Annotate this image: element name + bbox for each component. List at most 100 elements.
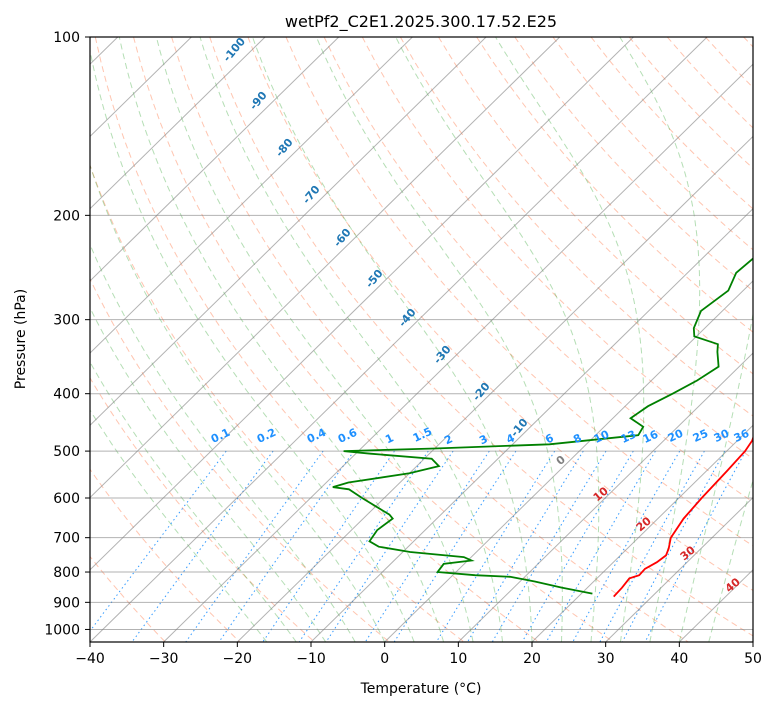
isotherm xyxy=(457,352,753,642)
isotherm xyxy=(605,496,753,642)
moist-adiabat xyxy=(90,306,327,642)
chart-title: wetPf2_C2E1.2025.300.17.52.E25 xyxy=(285,12,557,32)
mixing-ratio-label: 10 xyxy=(592,428,612,446)
dry-adiabat xyxy=(90,376,316,642)
mixing-ratio-line xyxy=(572,450,681,642)
mixing-ratio-label: 0.2 xyxy=(255,426,278,446)
moist-adiabat xyxy=(708,478,753,642)
dry-adiabat-label: -80 xyxy=(273,136,296,160)
x-tick-label: −40 xyxy=(75,651,105,667)
dry-adiabat xyxy=(399,37,753,417)
dry-adiabat xyxy=(323,37,753,503)
mixing-ratio-label: 13 xyxy=(619,428,638,446)
moist-adiabat xyxy=(495,37,645,642)
isotherm xyxy=(163,63,753,642)
mixing-ratio-line xyxy=(545,450,656,642)
moist-adiabat xyxy=(678,37,753,642)
moist-adiabat xyxy=(90,361,297,642)
mixing-ratio-line xyxy=(521,450,634,642)
x-tick-label: 0 xyxy=(380,651,389,667)
y-tick-label: 600 xyxy=(53,491,80,507)
mixing-ratio-label: 0.6 xyxy=(336,426,359,446)
y-tick-label: 500 xyxy=(53,444,80,460)
mixing-ratio-line xyxy=(644,450,747,642)
moist-adiabat-label: 30 xyxy=(678,543,698,563)
dry-adiabat xyxy=(361,37,753,460)
isotherm xyxy=(90,37,708,642)
moist-adiabat xyxy=(619,37,701,642)
dry-adiabat xyxy=(705,37,753,89)
mixing-ratio-line xyxy=(218,450,355,642)
y-tick-label: 400 xyxy=(53,387,80,403)
y-tick-label: 100 xyxy=(53,30,80,46)
mixing-ratio-line xyxy=(325,450,454,642)
isotherm xyxy=(90,37,413,354)
moist-adiabat xyxy=(395,37,600,642)
x-tick-label: 40 xyxy=(670,651,688,667)
dry-adiabat-label: -90 xyxy=(247,89,270,113)
isotherm xyxy=(90,37,561,499)
moist-adiabat xyxy=(118,37,445,642)
mixing-ratio-label: 30 xyxy=(712,427,732,445)
mixing-ratio-line xyxy=(298,450,429,642)
dry-adiabat-label: -70 xyxy=(300,183,323,207)
moist-adiabat-label: 10 xyxy=(591,484,611,504)
y-tick-label: 300 xyxy=(53,313,80,329)
mixing-ratio-label: 25 xyxy=(691,427,710,445)
x-tick-label: −10 xyxy=(296,651,326,667)
dry-adiabat xyxy=(514,37,753,292)
y-axis: 100 200 300 400 500 600 700 800 900 1000 xyxy=(44,30,90,638)
dry-adiabat xyxy=(90,468,241,642)
line-labels: -100-90-80-70-60-50-40-30-20-100.1 0.2 0.4… xyxy=(209,35,752,595)
moist-adiabat xyxy=(252,37,533,642)
mixing-ratio-label: 0.1 xyxy=(209,426,232,446)
dry-adiabat xyxy=(171,37,689,642)
isotherm xyxy=(90,37,487,427)
mixing-ratio-label: 20 xyxy=(666,427,686,445)
isotherm xyxy=(752,641,753,642)
x-tick-label: 30 xyxy=(597,651,615,667)
isotherm xyxy=(90,37,266,210)
mixing-ratio-line xyxy=(599,450,705,642)
moist-adiabat-label: 40 xyxy=(723,575,743,595)
temperature-profile xyxy=(613,435,753,598)
isotherm xyxy=(531,424,753,642)
mixing-ratio-label: 8 xyxy=(571,431,583,446)
plot-frame xyxy=(89,36,754,643)
dry-adiabat xyxy=(94,37,540,642)
x-tick-label: −30 xyxy=(149,651,179,667)
y-tick-label: 800 xyxy=(53,565,80,581)
mixing-ratio-label: 16 xyxy=(641,428,661,446)
y-tick-label: 1000 xyxy=(44,622,80,638)
moist-adiabat xyxy=(315,37,563,642)
mixing-ratio-line xyxy=(90,450,227,632)
x-tick-label: −20 xyxy=(223,651,253,667)
plot-area xyxy=(90,37,753,642)
moist-adiabat xyxy=(90,409,268,642)
x-axis: −40 −30 −20 −10 0 10 20 30 40 50 xyxy=(75,642,762,667)
y-tick-label: 700 xyxy=(53,531,80,547)
x-tick-label: 10 xyxy=(449,651,467,667)
mixing-ratio-label: 2 xyxy=(442,432,454,447)
dry-adiabat xyxy=(438,37,753,375)
mixing-ratio-line xyxy=(491,450,607,642)
x-tick-label: 50 xyxy=(744,651,762,667)
dry-adiabat-label: -100 xyxy=(220,35,248,65)
dry-adiabat xyxy=(90,163,465,642)
dry-adiabat xyxy=(247,37,753,592)
isotherm xyxy=(384,280,753,642)
moist-adiabat xyxy=(199,37,503,642)
mixing-ratio-label: 36 xyxy=(732,427,752,445)
mixing-ratio-label: 0.4 xyxy=(305,426,328,446)
isotherm xyxy=(90,37,340,282)
mixing-ratio-line xyxy=(185,450,324,642)
moist-adiabat xyxy=(90,243,356,642)
mixing-ratio-line xyxy=(262,450,395,642)
dry-adiabat xyxy=(552,37,753,251)
dry-adiabat-label: -60 xyxy=(331,226,354,250)
y-axis-label: Pressure (hPa) xyxy=(13,289,29,389)
dry-adiabat xyxy=(90,277,390,642)
isotherm xyxy=(236,135,753,642)
y-tick-label: 200 xyxy=(53,208,80,224)
